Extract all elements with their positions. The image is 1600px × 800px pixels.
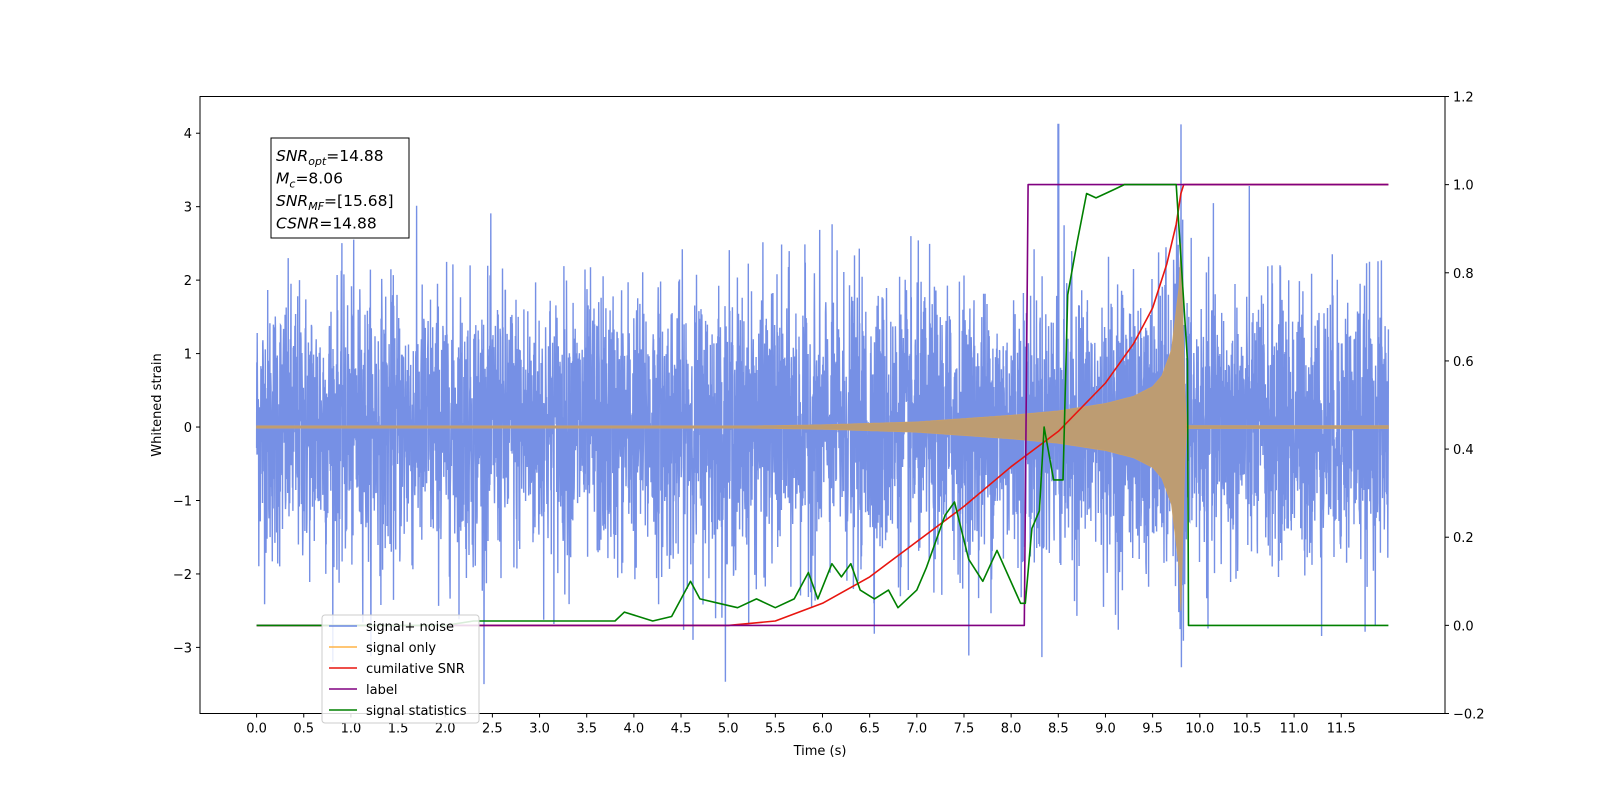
y-tick-label: −3 <box>173 641 192 656</box>
signal-only-envelope <box>256 243 1389 611</box>
x-tick-label: 9.5 <box>1142 722 1163 737</box>
x-tick-label: 10.0 <box>1185 722 1214 737</box>
x-tick-label: 2.0 <box>435 722 456 737</box>
y2-tick-label: 0.2 <box>1453 531 1474 546</box>
x-tick-label: 7.0 <box>906 722 927 737</box>
y-tick-label: −2 <box>173 568 192 583</box>
legend-label: label <box>366 683 397 698</box>
legend-label: cumilative SNR <box>366 662 465 677</box>
legend-label: signal statistics <box>366 704 467 719</box>
right-axis-series <box>256 183 1389 627</box>
y2-tick-label: 0.4 <box>1453 443 1474 458</box>
y2-tick-label: −0.2 <box>1453 708 1485 723</box>
legend-label: signal+ noise <box>366 620 454 635</box>
x-tick-label: 1.5 <box>388 722 409 737</box>
x-tick-label: 11.5 <box>1327 722 1356 737</box>
labelline <box>256 183 1389 627</box>
y-tick-label: 4 <box>184 127 192 142</box>
annotation-frame <box>270 137 410 239</box>
x-tick-label: 9.0 <box>1095 722 1116 737</box>
legend-label: signal only <box>366 641 436 656</box>
x-tick-label: 3.0 <box>529 722 550 737</box>
x-tick-label: 2.5 <box>482 722 503 737</box>
legend-frame <box>321 614 480 724</box>
y-tick-label: 3 <box>184 201 192 216</box>
x-tick-label: 11.0 <box>1280 722 1309 737</box>
signal-statisticsline <box>256 183 1389 627</box>
annotation-line: Mc=8.06 <box>276 170 343 191</box>
x-tick-label: 5.0 <box>718 722 739 737</box>
y-axis-right: −0.2 0.0 0.2 0.4 0.6 0.8 1.0 1.2 <box>1445 91 1485 723</box>
legend: signal+ noise signal only cumilative SNR la… <box>321 614 480 724</box>
y-tick-label: 1 <box>184 348 192 363</box>
x-tick-label: 8.0 <box>1001 722 1022 737</box>
y-axis-left: −3 −2 −1 0 1 2 3 4 <box>173 127 200 656</box>
y2-tick-label: 0.6 <box>1453 355 1474 370</box>
y-axis-label: Whitened strain <box>150 353 165 456</box>
signal-noise-line <box>255 123 1390 685</box>
x-axis: 0.0 0.5 1.0 1.5 2.0 2.5 3.0 3.5 4.0 4.5 5.0 5.5 6.0 6… <box>246 713 1356 737</box>
signal-only-series <box>256 243 1389 611</box>
signal-noise-series <box>255 123 1390 685</box>
annotation-line: SNRopt=14.88 <box>276 147 384 168</box>
x-tick-label: 8.5 <box>1048 722 1069 737</box>
y-tick-label: 2 <box>184 274 192 289</box>
x-tick-label: 6.0 <box>812 722 833 737</box>
x-tick-label: 4.0 <box>624 722 645 737</box>
x-tick-label: 6.5 <box>859 722 880 737</box>
x-tick-label: 0.0 <box>246 722 267 737</box>
x-tick-label: 1.0 <box>341 722 362 737</box>
x-tick-label: 5.5 <box>765 722 786 737</box>
x-tick-label: 3.5 <box>576 722 597 737</box>
y-tick-label: 0 <box>184 421 192 436</box>
y2-tick-label: 1.2 <box>1453 91 1474 106</box>
y-tick-label: −1 <box>173 494 192 509</box>
annotation-line: SNRMF=[15.68] <box>276 192 394 213</box>
x-tick-label: 10.5 <box>1232 722 1261 737</box>
y2-tick-label: 0.8 <box>1453 267 1474 282</box>
x-tick-label: 0.5 <box>293 722 314 737</box>
y2-tick-label: 0.0 <box>1453 619 1474 634</box>
x-tick-label: 7.5 <box>954 722 975 737</box>
y2-tick-label: 1.0 <box>1453 179 1474 194</box>
x-axis-label: Time (s) <box>793 744 847 759</box>
x-tick-label: 4.5 <box>671 722 692 737</box>
annotation-line: CSNR=14.88 <box>276 215 377 233</box>
